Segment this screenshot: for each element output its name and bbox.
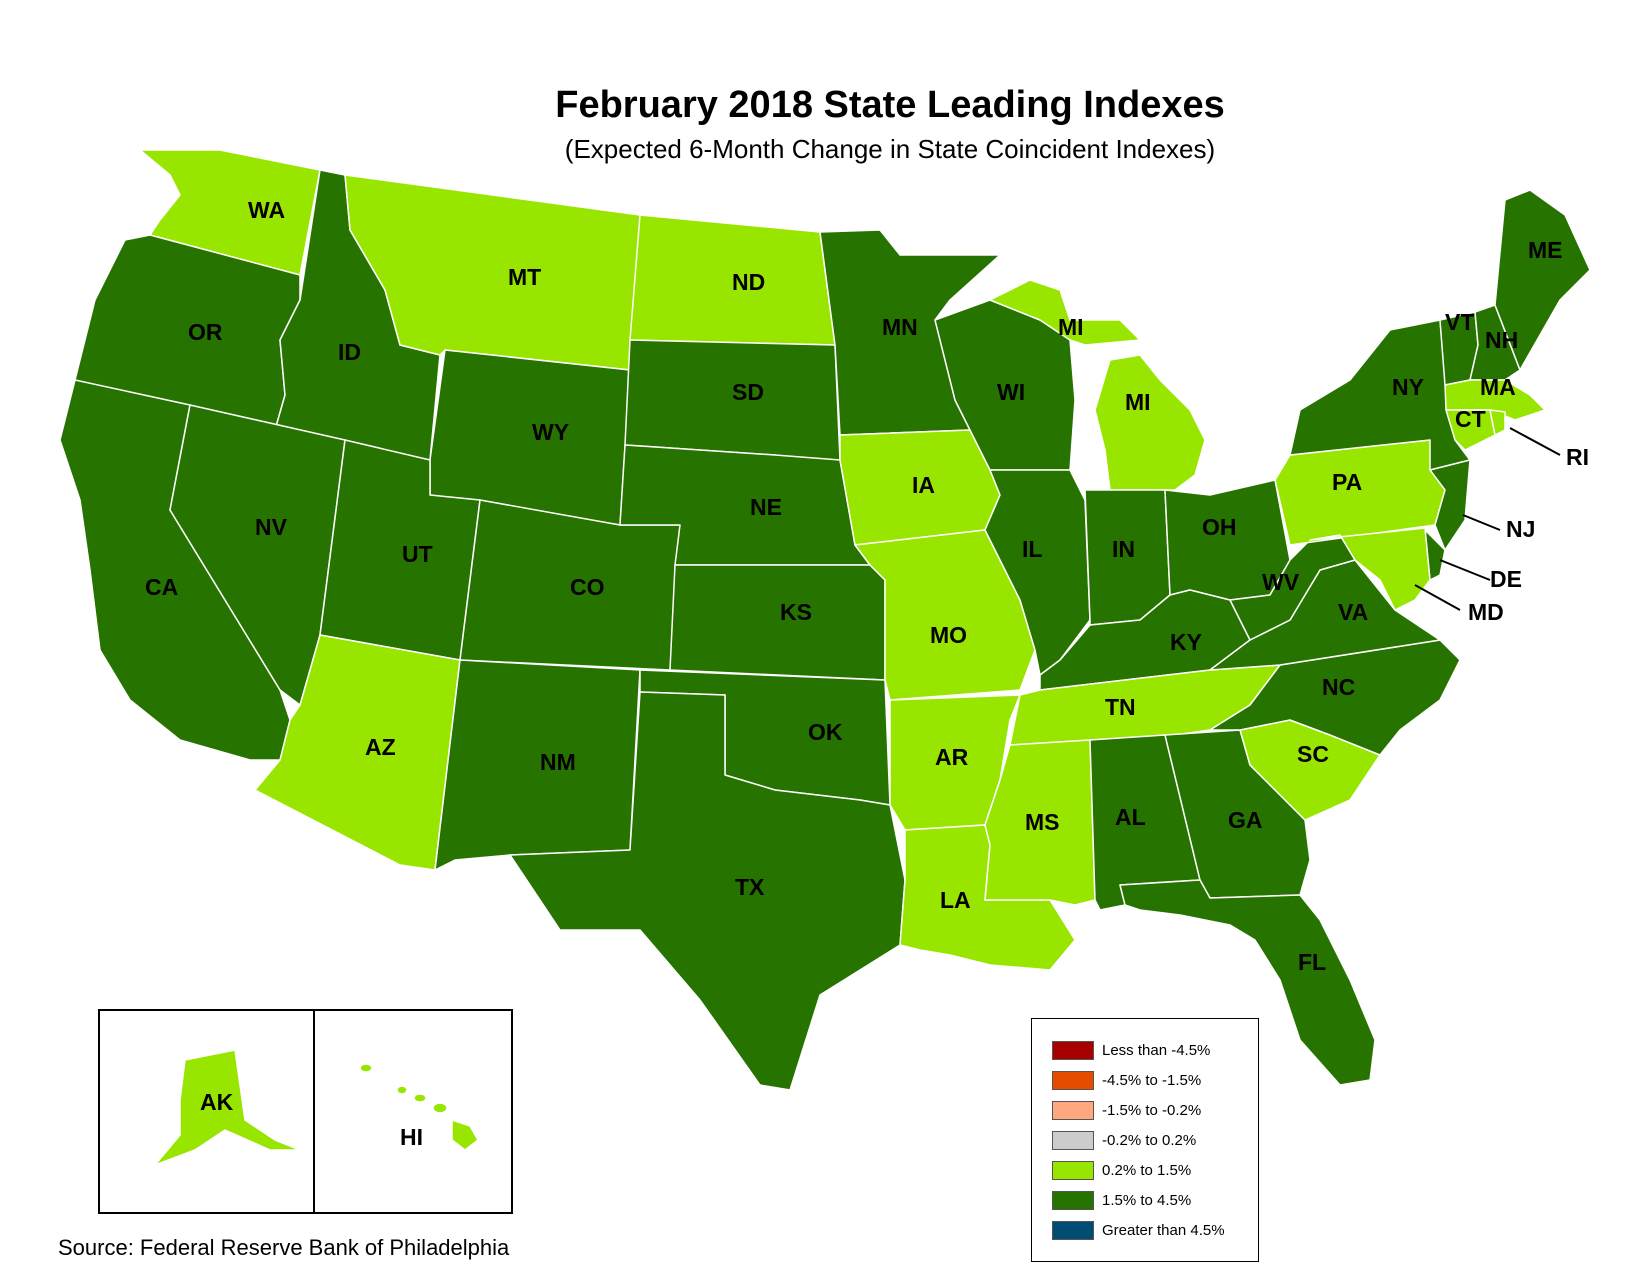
legend-item-4: 0.2% to 1.5% xyxy=(1052,1159,1191,1181)
label-NJ: NJ xyxy=(1506,516,1535,542)
label-HI: HI xyxy=(400,1124,423,1150)
label-ID: ID xyxy=(338,339,361,365)
state-FL[interactable] xyxy=(1119,879,1376,1086)
label-LA: LA xyxy=(940,887,971,913)
legend-item-6: Greater than 4.5% xyxy=(1052,1219,1225,1241)
state-HI[interactable] xyxy=(359,1063,479,1151)
legend-item-2: -1.5% to -0.2% xyxy=(1052,1099,1201,1121)
label-WY: WY xyxy=(532,419,569,445)
label-TX: TX xyxy=(735,874,765,900)
label-IN: IN xyxy=(1112,536,1135,562)
legend-label-3: -0.2% to 0.2% xyxy=(1102,1131,1197,1149)
label-NE: NE xyxy=(750,494,782,520)
label-WI: WI xyxy=(997,379,1025,405)
label-WA: WA xyxy=(248,197,285,223)
label-MI: MI xyxy=(1125,389,1151,415)
label-NC: NC xyxy=(1322,674,1355,700)
label-MN: MN xyxy=(882,314,918,340)
legend-label-2: -1.5% to -0.2% xyxy=(1102,1101,1202,1119)
label-VA: VA xyxy=(1338,599,1368,625)
label-NV: NV xyxy=(255,514,288,540)
label-MA: MA xyxy=(1480,374,1516,400)
legend-swatch-6 xyxy=(1052,1220,1094,1240)
label-AR: AR xyxy=(935,744,969,770)
legend-item-0: Less than -4.5% xyxy=(1052,1039,1210,1061)
legend-swatch-2 xyxy=(1052,1100,1094,1120)
legend-label-0: Less than -4.5% xyxy=(1102,1041,1211,1059)
legend-item-5: 1.5% to 4.5% xyxy=(1052,1189,1191,1211)
label-TN: TN xyxy=(1105,694,1136,720)
state-KS[interactable] xyxy=(669,564,886,681)
label-GA: GA xyxy=(1228,807,1263,833)
leader-lines xyxy=(1414,427,1561,611)
legend-swatch-5 xyxy=(1052,1190,1094,1210)
state-AK[interactable] xyxy=(154,1049,301,1166)
label-RI: RI xyxy=(1566,444,1589,470)
label-CT: CT xyxy=(1455,406,1486,432)
source-note: Source: Federal Reserve Bank of Philadel… xyxy=(58,1235,510,1260)
label-UT: UT xyxy=(402,541,433,567)
state-TX[interactable] xyxy=(509,691,906,1091)
inset-divider xyxy=(313,1011,315,1212)
label-SC: SC xyxy=(1297,741,1329,767)
map-subtitle: (Expected 6-Month Change in State Coinci… xyxy=(564,134,1216,164)
legend-label-1: -4.5% to -1.5% xyxy=(1102,1071,1202,1089)
legend-label-6: Greater than 4.5% xyxy=(1102,1221,1225,1239)
label-OK: OK xyxy=(808,719,843,745)
label-OH: OH xyxy=(1202,514,1237,540)
state-MI_UP[interactable] xyxy=(989,279,1141,346)
label-CA: CA xyxy=(145,574,178,600)
label-OR: OR xyxy=(188,319,223,345)
label-SD: SD xyxy=(732,379,764,405)
label-MI-UP: MI xyxy=(1058,314,1084,340)
label-ME: ME xyxy=(1528,237,1563,263)
alaska-hawaii-inset xyxy=(98,1009,513,1214)
state-CT[interactable] xyxy=(1445,409,1496,451)
label-AL: AL xyxy=(1115,804,1146,830)
label-IL: IL xyxy=(1022,536,1042,562)
label-KY: KY xyxy=(1170,629,1202,655)
label-MT: MT xyxy=(508,264,541,290)
legend-label-5: 1.5% to 4.5% xyxy=(1102,1191,1192,1209)
label-VT: VT xyxy=(1445,309,1474,335)
legend-swatch-1 xyxy=(1052,1070,1094,1090)
label-NH: NH xyxy=(1485,327,1518,353)
label-MO: MO xyxy=(930,622,967,648)
label-ND: ND xyxy=(732,269,765,295)
legend-swatch-0 xyxy=(1052,1040,1094,1060)
legend-label-4: 0.2% to 1.5% xyxy=(1102,1161,1192,1179)
label-DE: DE xyxy=(1490,566,1522,592)
label-AK: AK xyxy=(200,1089,234,1115)
label-AZ: AZ xyxy=(365,734,396,760)
legend-item-3: -0.2% to 0.2% xyxy=(1052,1129,1196,1151)
state-IL[interactable] xyxy=(984,469,1091,676)
state-ME[interactable] xyxy=(1494,189,1591,371)
label-NM: NM xyxy=(540,749,576,775)
label-CO: CO xyxy=(570,574,605,600)
label-MD: MD xyxy=(1468,599,1504,625)
label-FL: FL xyxy=(1298,949,1326,975)
state-RI[interactable] xyxy=(1489,409,1506,436)
map-title: February 2018 State Leading Indexes xyxy=(555,84,1225,126)
state-NM[interactable] xyxy=(434,659,641,871)
state-MD[interactable] xyxy=(1309,527,1431,611)
label-KS: KS xyxy=(780,599,812,625)
label-MS: MS xyxy=(1025,809,1060,835)
legend-swatch-4 xyxy=(1052,1160,1094,1180)
label-WV: WV xyxy=(1262,569,1300,595)
legend: Less than -4.5% -4.5% to -1.5% -1.5% to … xyxy=(1031,1018,1259,1262)
legend-swatch-3 xyxy=(1052,1130,1094,1150)
state-MI[interactable] xyxy=(1094,354,1206,491)
legend-item-1: -4.5% to -1.5% xyxy=(1052,1069,1201,1091)
label-IA: IA xyxy=(912,472,935,498)
label-NY: NY xyxy=(1392,374,1424,400)
label-PA: PA xyxy=(1332,469,1362,495)
